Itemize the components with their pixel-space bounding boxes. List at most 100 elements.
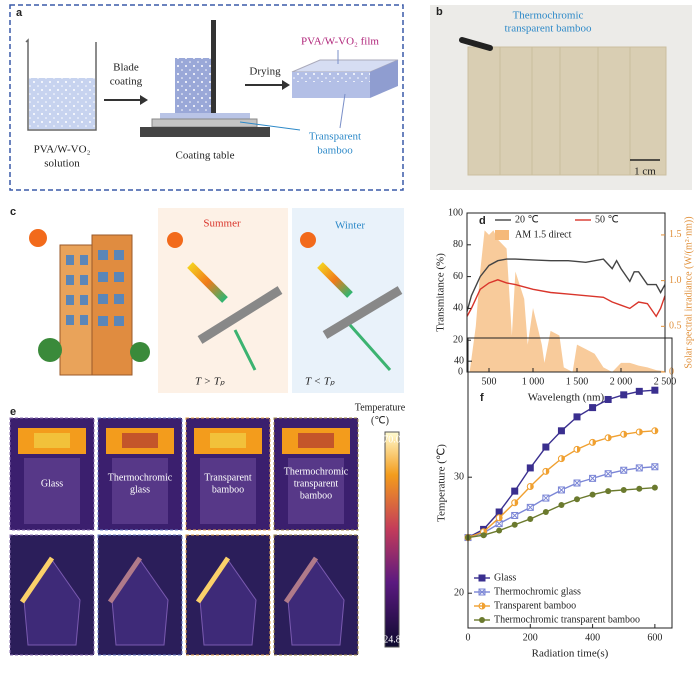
line xyxy=(466,258,666,312)
substrate xyxy=(151,118,258,128)
marker xyxy=(620,391,628,399)
table-label: Coating table xyxy=(176,150,235,162)
x-tick-label: 2 000 xyxy=(610,376,633,387)
condition: T > Tₚ xyxy=(195,376,225,388)
marker-half xyxy=(530,483,534,490)
marker-half xyxy=(499,514,503,521)
legend-label: AM 1.5 direct xyxy=(515,229,572,240)
line xyxy=(467,430,655,539)
glass xyxy=(322,286,403,339)
marker-cross xyxy=(604,470,612,478)
x-tick-label: 1 500 xyxy=(566,376,589,387)
bamboo-sample xyxy=(467,46,667,176)
sample-label: glass xyxy=(130,484,150,495)
marker-cross xyxy=(620,466,628,474)
marker xyxy=(635,387,643,395)
ray xyxy=(317,262,353,298)
transmitted-ray xyxy=(233,324,392,371)
solution-label: solution xyxy=(44,158,80,170)
step-label: Blade xyxy=(113,62,139,74)
sample-label: transparent xyxy=(294,478,339,489)
marker xyxy=(589,404,597,412)
condition: T < Tₚ xyxy=(305,376,335,388)
y-tick-label: 100 xyxy=(448,207,463,218)
panel-frame xyxy=(9,4,404,191)
y-tick-label: 0 xyxy=(458,366,463,377)
marker xyxy=(542,443,550,451)
arrow-head xyxy=(140,95,148,105)
glass xyxy=(197,286,283,344)
sample-label: bamboo xyxy=(300,490,332,501)
film-side xyxy=(370,60,398,98)
sun xyxy=(167,232,183,248)
solution-particles xyxy=(29,78,95,129)
panel-label: a xyxy=(16,7,23,19)
step-label: coating xyxy=(110,76,143,88)
tweezers xyxy=(459,37,493,51)
colorbar-max: 70.0 xyxy=(383,434,401,445)
tree xyxy=(38,338,62,362)
marker-half xyxy=(654,427,658,434)
sample-window xyxy=(298,433,334,448)
legend-label: Thermochromic glass xyxy=(494,586,581,597)
sample-label: Transparent xyxy=(204,472,252,483)
stand xyxy=(288,458,344,524)
marker xyxy=(542,509,549,515)
marker xyxy=(573,413,581,421)
marker-half xyxy=(545,468,549,475)
sample-label: bamboo xyxy=(212,484,244,495)
sample-window xyxy=(122,433,158,448)
season: Winter xyxy=(335,220,365,232)
y-tick-label: 40 xyxy=(454,355,464,366)
panel-label: e xyxy=(10,406,16,418)
x-axis-label: Wavelength (nm) xyxy=(528,392,605,404)
plot-frame xyxy=(466,212,666,373)
y2-tick-label: 0.5 xyxy=(669,321,682,332)
marker xyxy=(495,508,503,516)
legend-label: 50 ℃ xyxy=(595,214,619,225)
stand xyxy=(112,458,168,524)
legend-label: Thermochromic transparent bamboo xyxy=(494,614,640,625)
tree xyxy=(130,342,150,362)
marker xyxy=(605,488,612,495)
beaker xyxy=(25,38,97,131)
bamboo-fibers xyxy=(499,47,631,175)
panel-e: e Temperature (℃) 70.0 24.8 Glass Thermoc… xyxy=(9,402,406,656)
panel-label: c xyxy=(10,206,16,218)
marker-cross xyxy=(651,463,659,471)
marker xyxy=(574,496,581,503)
marker-cross xyxy=(511,512,519,519)
y2-tick-label: 1.0 xyxy=(669,275,682,286)
wet-film xyxy=(160,113,250,119)
x-tick-label: 400 xyxy=(585,632,600,643)
roof xyxy=(107,556,143,604)
marker-cross xyxy=(542,494,550,502)
substrate-label: bamboo xyxy=(317,145,353,157)
legend-label: Transparent bamboo xyxy=(494,600,576,611)
x-tick-label: 200 xyxy=(523,632,538,643)
legend-swatch xyxy=(495,230,509,240)
y-axis-label: Transmitance (%) xyxy=(435,253,447,332)
marker-half xyxy=(577,446,581,453)
legend-label: Glass xyxy=(494,572,516,583)
marker xyxy=(526,464,534,472)
marker-half xyxy=(639,428,643,435)
windows xyxy=(66,250,124,326)
y2-tick-label: 1.5 xyxy=(669,229,682,240)
x-tick-label: 2 500 xyxy=(654,376,677,387)
marker xyxy=(480,532,487,539)
y-tick-label: 40 xyxy=(453,303,463,314)
substrate-label: Transparent xyxy=(309,131,361,143)
x-tick-label: 600 xyxy=(647,632,662,643)
marker xyxy=(527,515,534,522)
marker-half xyxy=(514,499,518,506)
marker xyxy=(589,491,596,498)
roof xyxy=(195,556,231,604)
stand xyxy=(200,458,256,524)
marker-half xyxy=(608,434,612,441)
marker xyxy=(651,386,659,394)
colorbar xyxy=(384,431,400,648)
x-tick-label: 1 000 xyxy=(522,376,545,387)
panel-label: b xyxy=(436,6,443,18)
